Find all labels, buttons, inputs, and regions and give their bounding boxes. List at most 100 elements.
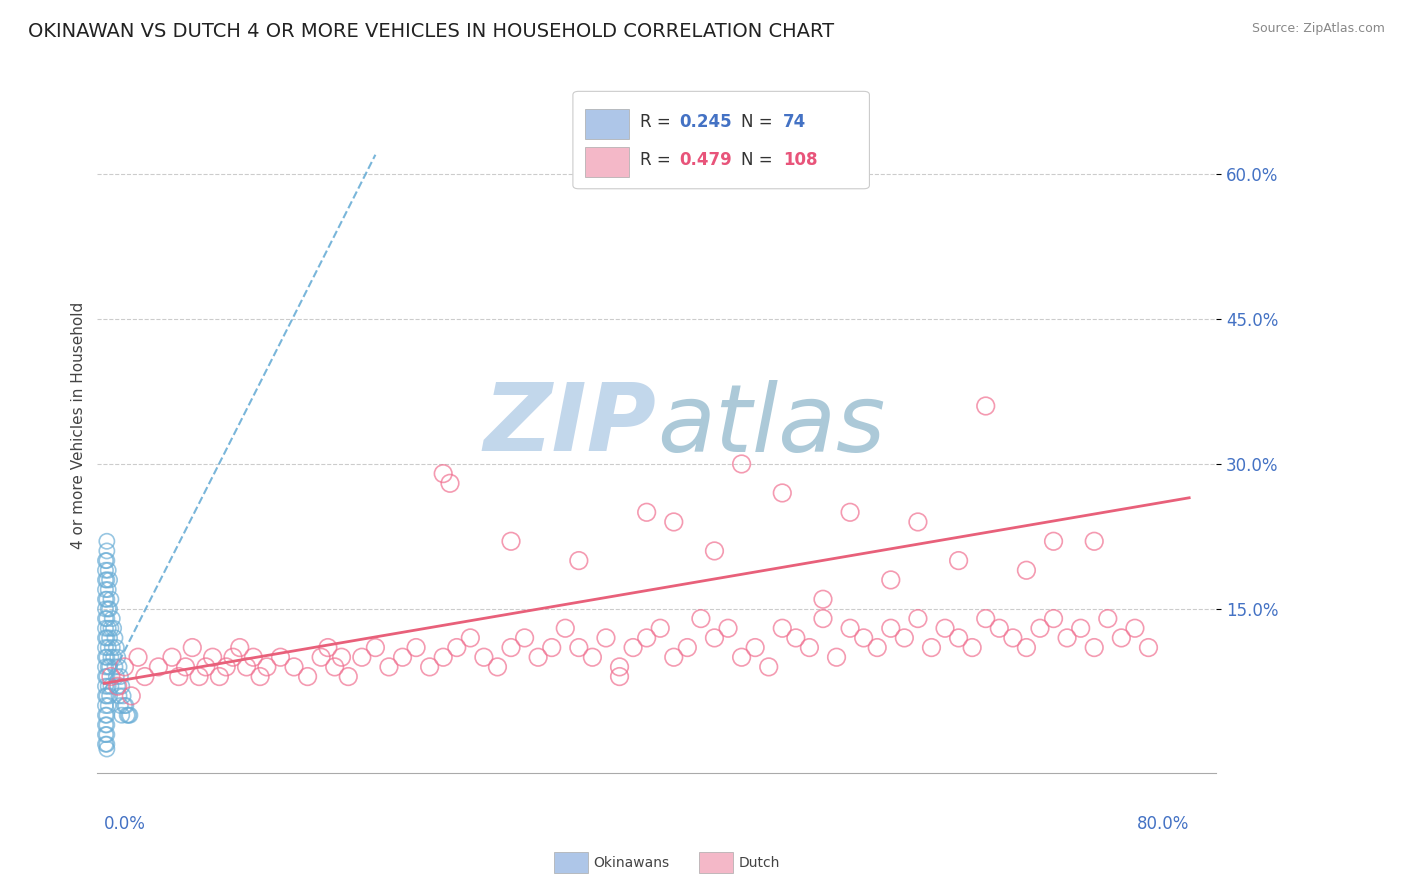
Point: [127, 650, 149, 665]
Point: [1083, 640, 1105, 655]
Point: [94, 611, 117, 625]
Point: [208, 669, 231, 683]
Text: N =: N =: [741, 151, 778, 169]
Point: [799, 640, 821, 655]
Point: [839, 621, 862, 635]
Point: [117, 708, 139, 723]
Point: [595, 631, 617, 645]
Text: Dutch: Dutch: [738, 855, 779, 870]
Point: [364, 640, 387, 655]
Point: [96, 553, 118, 567]
Point: [96, 689, 118, 703]
Point: [96, 631, 118, 645]
Point: [1015, 563, 1038, 577]
FancyBboxPatch shape: [585, 147, 628, 177]
Point: [690, 611, 713, 625]
Point: [1015, 640, 1038, 655]
Point: [97, 640, 120, 655]
Point: [893, 631, 915, 645]
Point: [242, 650, 264, 665]
Point: [101, 640, 124, 655]
Point: [513, 631, 536, 645]
Text: 0.0%: 0.0%: [104, 815, 146, 833]
Point: [309, 650, 332, 665]
Point: [988, 621, 1011, 635]
Text: 0.479: 0.479: [679, 151, 733, 169]
Point: [108, 689, 131, 703]
Point: [316, 640, 339, 655]
Point: [960, 640, 983, 655]
Text: OKINAWAN VS DUTCH 4 OR MORE VEHICLES IN HOUSEHOLD CORRELATION CHART: OKINAWAN VS DUTCH 4 OR MORE VEHICLES IN …: [28, 22, 834, 41]
Point: [472, 650, 495, 665]
Point: [880, 621, 903, 635]
Point: [486, 660, 509, 674]
Point: [94, 669, 117, 683]
Point: [907, 611, 929, 625]
Point: [96, 592, 118, 607]
Point: [432, 650, 454, 665]
Point: [103, 650, 125, 665]
Point: [98, 689, 121, 703]
FancyBboxPatch shape: [585, 110, 628, 138]
Point: [167, 669, 190, 683]
Point: [676, 640, 699, 655]
Point: [94, 650, 117, 665]
Point: [1111, 631, 1133, 645]
Point: [717, 621, 740, 635]
Text: 108: 108: [783, 151, 818, 169]
Point: [96, 544, 118, 558]
Point: [256, 660, 278, 674]
Point: [160, 650, 183, 665]
Text: Source: ZipAtlas.com: Source: ZipAtlas.com: [1251, 22, 1385, 36]
Point: [662, 515, 685, 529]
Point: [181, 640, 204, 655]
Point: [104, 631, 127, 645]
Point: [114, 698, 136, 713]
Point: [811, 592, 834, 607]
Point: [235, 660, 257, 674]
Point: [974, 399, 997, 413]
Point: [609, 669, 631, 683]
Point: [107, 679, 129, 693]
Point: [499, 534, 522, 549]
Point: [94, 737, 117, 751]
Point: [98, 660, 121, 674]
Point: [94, 727, 117, 741]
Point: [283, 660, 305, 674]
Point: [1097, 611, 1119, 625]
Point: [110, 669, 132, 683]
Point: [104, 660, 127, 674]
Point: [1042, 534, 1064, 549]
Point: [96, 727, 118, 741]
Point: [120, 689, 142, 703]
Point: [650, 621, 672, 635]
Point: [350, 650, 373, 665]
Point: [134, 669, 156, 683]
Point: [96, 611, 118, 625]
Point: [98, 573, 121, 587]
Point: [94, 640, 117, 655]
Point: [96, 742, 118, 756]
FancyBboxPatch shape: [572, 91, 869, 189]
Point: [94, 698, 117, 713]
Point: [100, 592, 122, 607]
Point: [948, 553, 970, 567]
Point: [920, 640, 942, 655]
Y-axis label: 4 or more Vehicles in Household: 4 or more Vehicles in Household: [72, 301, 86, 549]
Point: [94, 621, 117, 635]
Point: [96, 737, 118, 751]
Point: [568, 640, 591, 655]
Point: [1137, 640, 1160, 655]
Point: [554, 621, 576, 635]
Point: [540, 640, 562, 655]
Point: [880, 573, 903, 587]
Point: [96, 669, 118, 683]
Point: [94, 602, 117, 616]
Point: [96, 573, 118, 587]
Point: [330, 650, 353, 665]
Point: [96, 534, 118, 549]
Point: [636, 505, 658, 519]
Point: [229, 640, 252, 655]
Point: [1056, 631, 1078, 645]
Point: [770, 486, 793, 500]
